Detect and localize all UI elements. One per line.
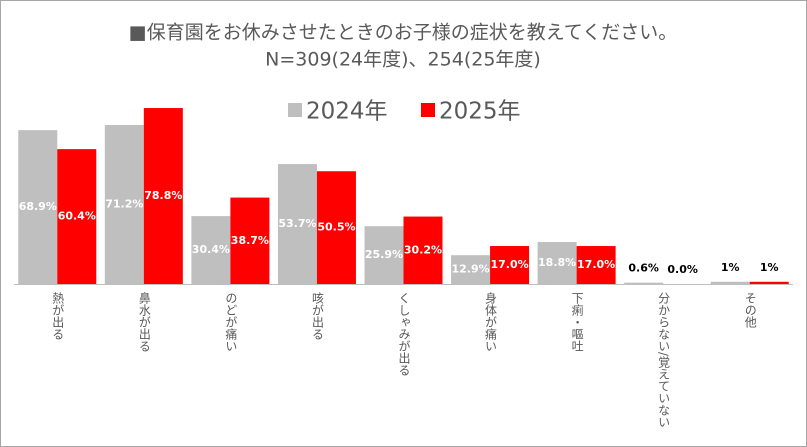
value-label: 12.9% [451, 263, 489, 276]
value-label: 71.2% [105, 198, 143, 211]
bar [277, 164, 317, 284]
value-label: 0.0% [667, 263, 698, 276]
x-tick-label: その他 [743, 292, 757, 328]
chart-subtitle: N=309(24年度)、254(25年度) [265, 49, 541, 71]
bar [710, 281, 750, 284]
x-tick-label: 身体が痛い [484, 291, 498, 352]
bar [316, 171, 356, 284]
bar [576, 246, 616, 284]
bar [624, 282, 664, 284]
bar [18, 130, 58, 284]
bar [749, 281, 789, 284]
value-label: 17.0% [490, 258, 528, 271]
x-tick-label: のどが痛い [224, 292, 238, 352]
value-label: 53.7% [278, 217, 316, 230]
x-tick-label: 下痢・嘔吐 [570, 292, 584, 352]
bar [230, 197, 270, 284]
value-label: 68.9% [19, 200, 57, 213]
value-label: 25.9% [365, 248, 403, 261]
value-label: 17.0% [577, 258, 615, 271]
chart-title: ■保育園をお休みさせたときのお子様の症状を教えてください。 [129, 22, 677, 44]
value-label: 30.2% [404, 243, 442, 256]
bar [143, 108, 183, 284]
value-label: 60.4% [58, 210, 96, 223]
x-tick-label: くしゃみが出る [397, 292, 411, 376]
legend-swatch [421, 103, 435, 117]
x-tick-label: 分からない/覚えていない [657, 292, 671, 428]
bar [490, 246, 530, 284]
x-tick-label: 鼻水が出る [137, 291, 151, 352]
legend-label: 2024年 [306, 99, 388, 125]
bar [57, 149, 97, 284]
legend-swatch [288, 103, 302, 117]
value-label: 78.8% [144, 189, 182, 202]
x-tick-label: 熱が出る [51, 292, 65, 340]
bar [537, 242, 577, 284]
bar [403, 216, 443, 284]
value-label: 38.7% [231, 234, 269, 247]
value-label: 0.6% [628, 262, 659, 275]
value-label: 1% [721, 261, 740, 274]
bar [364, 226, 404, 284]
value-label: 30.4% [192, 243, 230, 256]
bar [104, 125, 144, 284]
value-label: 18.8% [538, 256, 576, 269]
legend-label: 2025年 [439, 99, 521, 125]
x-tick-label: 咳が出る [310, 292, 324, 340]
value-label: 1% [760, 261, 779, 274]
bar [191, 216, 231, 284]
value-label: 50.5% [317, 221, 355, 234]
bar [451, 255, 491, 284]
